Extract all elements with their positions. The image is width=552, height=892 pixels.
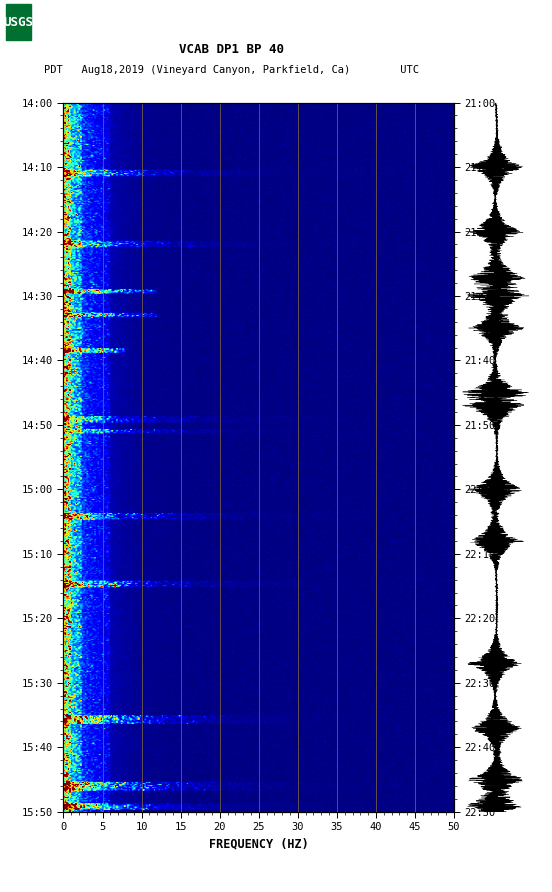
Text: USGS: USGS [3, 16, 33, 29]
Text: VCAB DP1 BP 40: VCAB DP1 BP 40 [179, 43, 284, 55]
Bar [6, 4, 31, 40]
Text: PDT   Aug18,2019 (Vineyard Canyon, Parkfield, Ca)        UTC: PDT Aug18,2019 (Vineyard Canyon, Parkfie… [44, 64, 420, 75]
X-axis label: FREQUENCY (HZ): FREQUENCY (HZ) [209, 838, 309, 851]
